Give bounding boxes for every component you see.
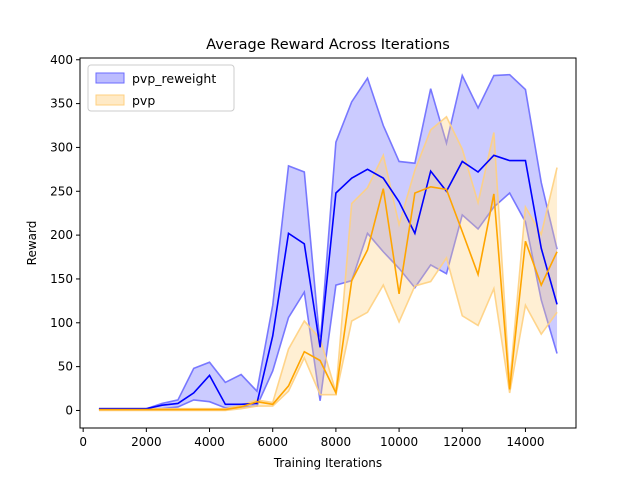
- x-tick-label: 6000: [257, 435, 288, 449]
- legend-swatch-pvp_reweight: [95, 72, 125, 84]
- band-pvp: [98, 116, 558, 411]
- x-axis-label: Training Iterations: [273, 456, 382, 470]
- legend-swatch-pvp: [95, 94, 125, 106]
- y-tick-label: 250: [50, 184, 73, 198]
- y-tick-label: 300: [50, 140, 73, 154]
- y-tick-label: 350: [50, 97, 73, 111]
- y-tick-label: 100: [50, 316, 73, 330]
- y-axis-label: Reward: [25, 221, 39, 266]
- y-tick-label: 50: [58, 360, 73, 374]
- y-axis-ticks: 0 50 100 150 200 250 300 350 400: [50, 53, 80, 417]
- y-tick-label: 400: [50, 53, 73, 67]
- x-tick-label: 4000: [194, 435, 225, 449]
- x-tick-label: 8000: [321, 435, 352, 449]
- x-tick-label: 12000: [443, 435, 481, 449]
- chart-title: Average Reward Across Iterations: [206, 37, 450, 53]
- band-upper-pvp_reweight: [98, 73, 558, 410]
- y-tick-label: 150: [50, 272, 73, 286]
- x-axis-ticks: 0 2000 4000 6000 8000 10000 12000 14000: [79, 428, 545, 449]
- band-upper-pvp: [98, 115, 558, 410]
- line-pvp: [98, 186, 558, 411]
- legend-label: pvp: [132, 93, 155, 108]
- line-pvp_reweight: [98, 154, 558, 410]
- confidence-bands: [98, 73, 558, 412]
- x-tick-label: 14000: [506, 435, 544, 449]
- series-lines: [98, 154, 558, 411]
- x-tick-label: 0: [79, 435, 87, 449]
- band-lower-pvp: [98, 256, 558, 412]
- x-tick-label: 2000: [131, 435, 162, 449]
- x-tick-label: 10000: [380, 435, 418, 449]
- y-tick-label: 0: [65, 403, 73, 417]
- legend-label: pvp_reweight: [132, 71, 216, 86]
- y-tick-label: 200: [50, 228, 73, 242]
- band-pvp_reweight: [98, 74, 558, 410]
- band-lower-pvp_reweight: [98, 191, 558, 411]
- plot-frame: [79, 57, 577, 429]
